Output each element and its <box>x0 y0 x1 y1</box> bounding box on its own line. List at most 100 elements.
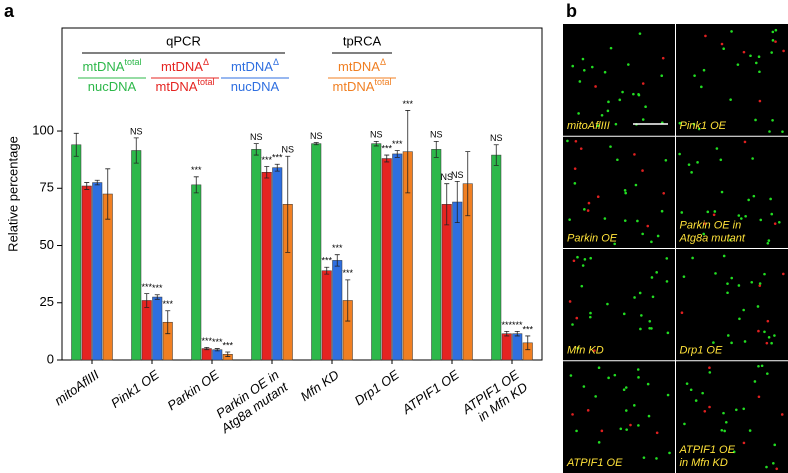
significance-label: *** <box>321 256 332 266</box>
dot <box>750 280 754 284</box>
dot <box>732 450 736 454</box>
y-tick-label: 0 <box>47 351 54 366</box>
dot <box>576 347 580 350</box>
bar <box>272 167 283 361</box>
dot <box>583 68 586 72</box>
dot <box>613 373 617 377</box>
error-bar <box>193 176 199 194</box>
tile-label: Drp1 OE <box>680 345 723 357</box>
error-bar <box>525 335 531 351</box>
dot <box>641 232 644 236</box>
dot <box>747 198 750 202</box>
bar <box>212 349 223 361</box>
error-bar <box>454 181 460 224</box>
dot <box>757 55 761 59</box>
dot <box>607 100 610 104</box>
legend-text: mtDNA <box>338 59 380 74</box>
bar <box>141 300 152 361</box>
dot <box>655 457 658 460</box>
dot <box>616 158 619 162</box>
dot <box>736 63 740 66</box>
dot <box>722 47 725 51</box>
dot <box>641 82 645 85</box>
error-bar <box>133 137 139 164</box>
dot <box>730 30 733 33</box>
dot <box>743 140 747 144</box>
legend-text: mtDNA <box>156 79 198 94</box>
bar <box>81 185 92 361</box>
dot <box>758 70 761 74</box>
tile-label: Pink1 OE <box>680 120 727 132</box>
legend-denominator: nucDNA <box>88 79 137 94</box>
error-bar <box>384 154 390 163</box>
dot <box>666 331 670 335</box>
dot <box>625 409 628 412</box>
dot <box>594 395 597 398</box>
legend-denominator: mtDNAtotal <box>333 77 392 94</box>
bar <box>92 182 103 361</box>
dot <box>772 461 775 465</box>
legend-text: mtDNA <box>161 59 203 74</box>
x-tick-label-group: Pink1 OE <box>108 367 162 411</box>
dot <box>623 189 627 192</box>
dot <box>619 427 623 431</box>
dot <box>646 382 650 386</box>
dot <box>622 312 626 316</box>
dot <box>763 272 766 276</box>
bar <box>321 270 332 361</box>
error-bar <box>444 183 450 226</box>
error-bar <box>373 140 379 147</box>
significance-label: *** <box>402 99 413 109</box>
dot <box>730 341 733 345</box>
dot <box>589 311 592 315</box>
dot <box>744 214 747 218</box>
dot <box>575 316 579 320</box>
x-tick-label: Parkin OE <box>165 367 222 413</box>
error-bar <box>84 182 90 190</box>
error-bar <box>274 163 280 172</box>
dot <box>633 296 636 299</box>
significance-label: NS <box>281 145 294 155</box>
dot <box>586 409 590 412</box>
significance-label: *** <box>141 282 152 292</box>
dot <box>782 272 785 276</box>
bar <box>131 150 142 361</box>
dot <box>754 61 758 65</box>
dot <box>629 423 632 427</box>
dot <box>757 364 760 368</box>
y-tick-label: 100 <box>32 122 54 137</box>
legend-sup: total <box>124 57 141 67</box>
significance-label: *** <box>261 155 272 165</box>
error-bar <box>264 166 270 179</box>
dot <box>590 65 594 69</box>
bar <box>251 149 262 361</box>
dot <box>771 39 775 42</box>
legend-denominator: nucDNA <box>231 79 280 94</box>
dot <box>758 284 762 287</box>
dot <box>767 239 771 242</box>
dot <box>765 341 769 345</box>
dot <box>637 93 641 97</box>
dot <box>582 385 586 388</box>
dot <box>636 219 639 223</box>
dot <box>773 443 777 447</box>
error-bar <box>405 110 411 194</box>
dot <box>607 376 610 380</box>
dot <box>693 74 696 77</box>
dot <box>689 388 693 392</box>
dot <box>624 386 628 389</box>
dot <box>702 232 705 236</box>
dot <box>781 130 784 133</box>
dot <box>577 112 580 115</box>
dot <box>694 399 698 402</box>
dot <box>738 317 741 321</box>
significance-label: *** <box>272 153 283 163</box>
x-tick-label: ATPIF1 OE <box>399 367 462 418</box>
dot <box>773 222 777 225</box>
dot <box>660 209 664 213</box>
significance-label: *** <box>222 340 233 350</box>
dot <box>650 276 654 279</box>
dot <box>723 429 726 433</box>
dot <box>758 99 762 103</box>
dot <box>596 195 600 199</box>
